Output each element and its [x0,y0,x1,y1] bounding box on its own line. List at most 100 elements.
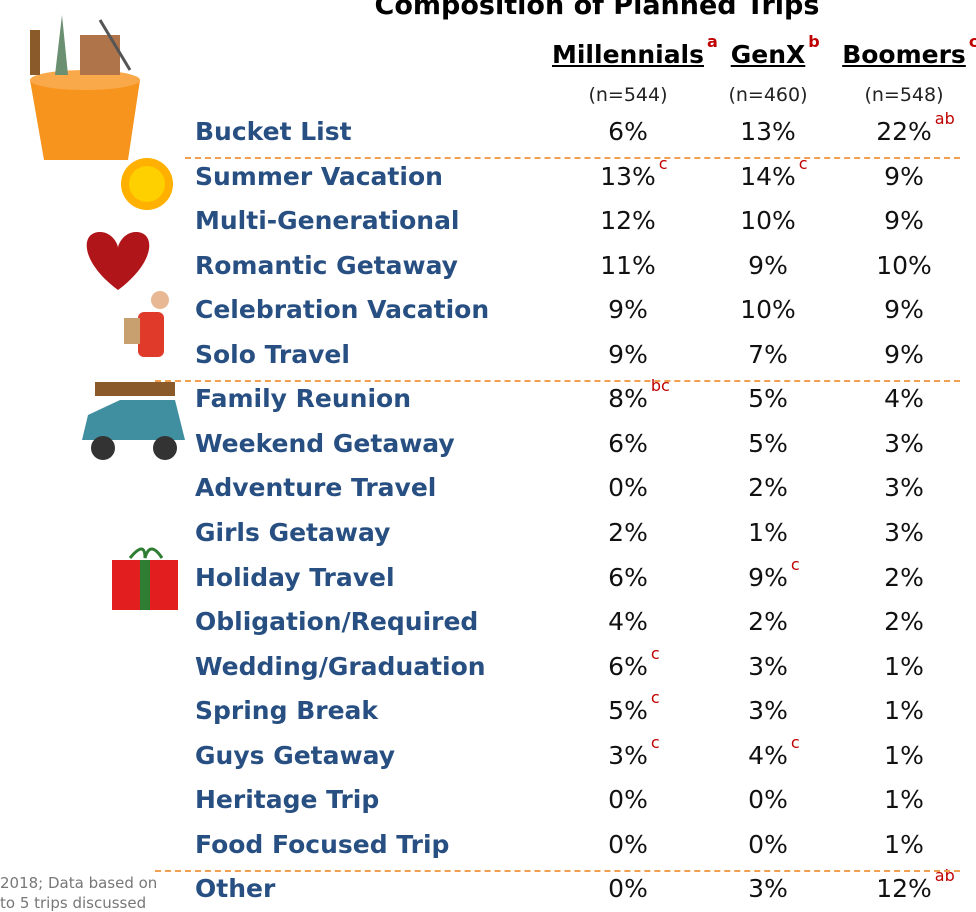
heart-icon [87,232,150,290]
separator [185,157,960,159]
row-label: Summer Vacation [195,162,443,191]
cell: 5% [748,384,788,413]
cell-value: 3% [884,473,924,502]
row-label: Celebration Vacation [195,295,489,324]
cell-value: 9%c [748,563,788,592]
cell: 9% [608,340,648,369]
cell-value: 3% [884,429,924,458]
cell-value: 2% [884,563,924,592]
cell-value: 9% [884,162,924,191]
cell-value: 6%c [608,652,648,681]
cell-value: 3% [748,652,788,681]
icons [0,0,190,907]
row-label: Food Focused Trip [195,830,449,859]
traveler-icon [124,291,169,357]
cell: 0% [748,785,788,814]
cell-value: 22%ab [876,117,932,146]
cell: 4% [884,384,924,413]
cell: 9% [884,206,924,235]
row-label: Weekend Getaway [195,429,455,458]
row-label: Spring Break [195,696,378,725]
cell: 0% [608,473,648,502]
cell: 12% [600,206,656,235]
cell-value: 8%bc [608,384,648,413]
row-label: Holiday Travel [195,563,395,592]
cell: 6%c [608,652,648,681]
cell-value: 9% [608,340,648,369]
cell-value: 4% [884,384,924,413]
row-label: Obligation/Required [195,607,478,636]
superscript: c [648,644,660,663]
separator [155,380,960,382]
cell-value: 3% [748,874,788,903]
cell-value: 5% [748,429,788,458]
cell-value: 14%c [740,162,796,191]
cell: 6% [608,117,648,146]
cell: 10% [740,295,796,324]
cell-value: 11% [600,251,656,280]
cell-value: 6% [608,117,648,146]
superscript: c [648,733,660,752]
cell: 4% [608,607,648,636]
cell-value: 9% [884,206,924,235]
cell: 3% [884,429,924,458]
cell-value: 0% [748,785,788,814]
cell-value: 1% [884,830,924,859]
cell: 14%c [740,162,796,191]
cell: 3% [884,518,924,547]
cell: 7% [748,340,788,369]
row-label: Guys Getaway [195,741,395,770]
cell-value: 5% [748,384,788,413]
cell: 11% [600,251,656,280]
superscript: c [648,688,660,707]
cell-value: 6% [608,563,648,592]
cell: 9% [884,340,924,369]
footnote: to 5 trips discussed [0,894,146,912]
cell-value: 0% [748,830,788,859]
cell-value: 2% [884,607,924,636]
row-label: Romantic Getaway [195,251,458,280]
cell-value: 1% [884,696,924,725]
cell: 0% [748,830,788,859]
cell-value: 13% [740,117,796,146]
row-label: Multi-Generational [195,206,460,235]
cell-value: 9% [884,340,924,369]
column-n: (n=544) [588,84,667,106]
row-label: Other [195,874,275,903]
cell-value: 0% [608,830,648,859]
cell: 3% [748,874,788,903]
separator [155,870,960,872]
cell: 0% [608,830,648,859]
cell: 10% [876,251,932,280]
row-label: Solo Travel [195,340,350,369]
cell: 9%c [748,563,788,592]
cell: 2% [748,473,788,502]
row-label: Girls Getaway [195,518,390,547]
cell: 9% [608,295,648,324]
row-label: Family Reunion [195,384,411,413]
cell-value: 4% [608,607,648,636]
cell: 9% [748,251,788,280]
cell: 2% [884,563,924,592]
cell-value: 1% [884,741,924,770]
cell-value: 2% [748,607,788,636]
cell: 0% [608,785,648,814]
cell-value: 3% [748,696,788,725]
cell: 3% [748,652,788,681]
column-n: (n=460) [728,84,807,106]
cell-value: 0% [608,785,648,814]
column-n: (n=548) [864,84,943,106]
cell-value: 5%c [608,696,648,725]
cell: 2% [884,607,924,636]
cell-value: 3%c [608,741,648,770]
cell-value: 2% [608,518,648,547]
car-icon [82,382,185,460]
cell: 13%c [600,162,656,191]
cell: 2% [608,518,648,547]
cell: 2% [748,607,788,636]
